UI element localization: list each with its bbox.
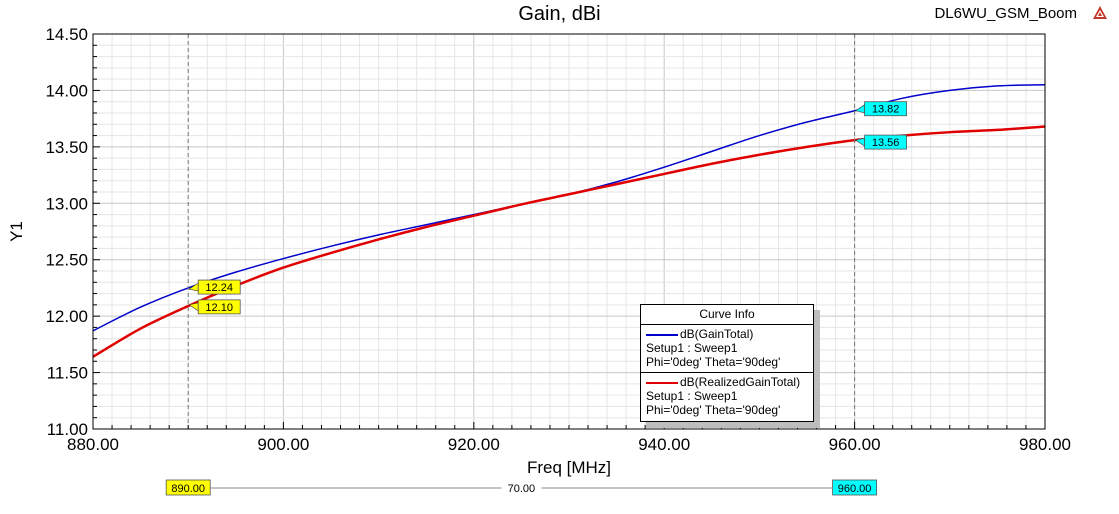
plot-markers: 12.24 12.10 890.00 13.82 13.56 960.00 70.00	[165, 34, 907, 496]
y-axis-label: Y1	[7, 221, 26, 242]
legend-entry-realized-gain[interactable]: dB(RealizedGainTotal) Setup1 : Sweep1 Ph…	[641, 372, 813, 420]
y-tick-label: 14.00	[45, 81, 88, 100]
marker-value-label: 12.10	[205, 302, 233, 314]
y-tick-label: 13.00	[45, 194, 88, 213]
marker-value-label: 12.24	[205, 282, 233, 294]
y-tick-label: 12.50	[45, 251, 88, 270]
marker-label-box[interactable]	[197, 299, 241, 315]
x-tick-label: 980.00	[1019, 435, 1071, 454]
y-tick-label: 13.50	[45, 138, 88, 157]
legend-condition: Phi='0deg' Theta='90deg'	[646, 403, 781, 417]
legend-series-name: dB(GainTotal)	[680, 327, 754, 341]
x-tick-label: 960.00	[829, 435, 881, 454]
legend-entry-gain[interactable]: dB(GainTotal) Setup1 : Sweep1 Phi='0deg'…	[641, 325, 813, 372]
x-axis-label: Freq [MHz]	[527, 458, 611, 477]
plot-axes: 880.00 900.00 920.00 940.00 960.00 980.00 11.0…	[7, 25, 1071, 477]
x-tick-label: 920.00	[448, 435, 500, 454]
delta-label: 70.00	[508, 483, 536, 495]
legend-title: Curve Info	[641, 305, 813, 325]
legend-series-name: dB(RealizedGainTotal)	[680, 375, 801, 389]
plot-grid	[92, 33, 1046, 430]
project-name: DL6WU_GSM_Boom	[934, 5, 1077, 22]
marker-value-label: 13.82	[872, 104, 900, 116]
marker-pointer	[854, 104, 865, 114]
marker-value-label: 13.56	[872, 137, 900, 149]
marker-axis-label: 890.00	[171, 483, 205, 495]
legend-swatch-realized-gain	[646, 382, 678, 384]
y-tick-label: 14.50	[45, 25, 88, 44]
logo-icon	[1093, 6, 1107, 19]
y-tick-label: 11.00	[47, 420, 88, 439]
legend-swatch-gain	[646, 334, 678, 336]
chart-title: Gain, dBi	[518, 3, 601, 25]
marker-axis-label: 960.00	[838, 483, 872, 495]
legend-setup: Setup1 : Sweep1	[646, 389, 738, 403]
x-tick-label: 880.00	[67, 435, 119, 454]
marker-label-box[interactable]	[197, 279, 241, 295]
marker-label-box[interactable]	[864, 101, 907, 117]
legend[interactable]: Curve Info dB(GainTotal) Setup1 : Sweep1…	[640, 304, 814, 422]
x-tick-label: 940.00	[638, 435, 690, 454]
y-tick-label: 11.50	[47, 364, 88, 383]
marker-label-box[interactable]	[864, 134, 907, 150]
legend-condition: Phi='0deg' Theta='90deg'	[646, 355, 781, 369]
delta-label-bg	[501, 481, 542, 495]
y-tick-label: 12.00	[45, 307, 88, 326]
x-tick-label: 900.00	[257, 435, 309, 454]
legend-setup: Setup1 : Sweep1	[646, 341, 738, 355]
